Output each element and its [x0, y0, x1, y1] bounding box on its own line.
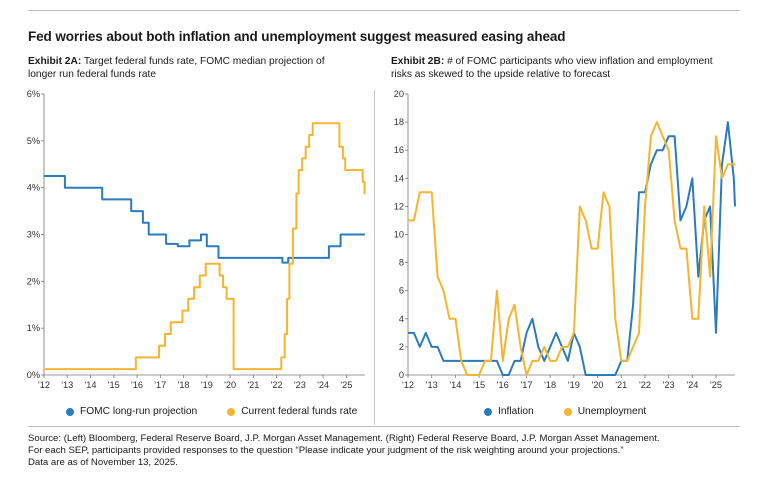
x-tick-label: '25	[710, 380, 722, 390]
exhibit-b-text: # of FOMC participants who view inflatio…	[391, 56, 713, 80]
legend-item-inflation: Inflation	[484, 406, 534, 417]
legend-left: FOMC long-run projection Current federal…	[66, 406, 387, 417]
y-tick-label: 12	[394, 201, 404, 211]
x-tick-label: '16	[497, 380, 509, 390]
exhibit-a-text: Target federal funds rate, FOMC median p…	[28, 56, 325, 80]
x-tick-label: '15	[473, 380, 485, 390]
x-tick-label: '22	[639, 380, 651, 390]
legend-swatch-long-run	[66, 407, 74, 416]
exhibit-a-label: Exhibit 2A:	[28, 56, 82, 67]
x-tick-label: '20	[224, 380, 236, 390]
bottom-rule	[28, 426, 740, 427]
x-tick-label: '12	[38, 380, 50, 390]
x-tick-label: '18	[544, 380, 556, 390]
panel-divider	[374, 90, 375, 425]
page-title: Fed worries about both inflation and une…	[28, 29, 566, 44]
x-tick-label: '14	[85, 380, 97, 390]
x-tick-label: '21	[247, 380, 259, 390]
y-tick-label: 2	[399, 342, 404, 352]
legend-item-fed-funds: Current federal funds rate	[227, 406, 357, 417]
x-tick-label: '22	[271, 380, 283, 390]
y-tick-label: 14	[394, 173, 404, 183]
y-tick-label: 0	[399, 370, 404, 380]
legend-swatch-fed-funds	[227, 407, 236, 416]
y-tick-label: 8	[399, 258, 404, 268]
legend-swatch-inflation	[484, 407, 492, 416]
x-tick-label: '20	[592, 380, 604, 390]
x-tick-label: '13	[61, 380, 73, 390]
source-line-2: For each SEP, participants provided resp…	[28, 445, 624, 457]
x-tick-label: '19	[568, 380, 580, 390]
x-tick-label: '14	[449, 380, 461, 390]
y-tick-label: 0%	[27, 370, 40, 380]
exhibit-b-subtitle: Exhibit 2B: # of FOMC participants who v…	[391, 56, 731, 81]
exhibit-a-subtitle: Exhibit 2A: Target federal funds rate, F…	[28, 56, 348, 81]
x-tick-label: '21	[615, 380, 627, 390]
exhibit-b-label: Exhibit 2B:	[391, 56, 445, 67]
x-tick-label: '15	[108, 380, 120, 390]
source-line-1: Source: (Left) Bloomberg, Federal Reserv…	[28, 433, 660, 444]
y-tick-label: 18	[394, 117, 404, 127]
y-tick-label: 4%	[27, 183, 40, 193]
legend-item-unemployment: Unemployment	[563, 406, 647, 417]
y-tick-label: 2%	[27, 276, 40, 286]
legend-label-fed-funds: Current federal funds rate	[241, 406, 358, 417]
y-tick-label: 16	[394, 145, 404, 155]
series-line-inflation	[408, 121, 736, 376]
series-line-current-federal-funds-rate	[44, 122, 366, 371]
x-tick-label: '23	[294, 380, 306, 390]
x-tick-label: '25	[340, 380, 352, 390]
legend-label-long-run: FOMC long-run projection	[80, 406, 198, 417]
top-rule	[28, 10, 740, 11]
x-tick-label: '16	[131, 380, 143, 390]
y-tick-label: 6	[399, 286, 404, 296]
y-tick-label: 6%	[27, 89, 40, 99]
x-tick-label: '24	[686, 380, 698, 390]
x-tick-label: '17	[520, 380, 532, 390]
y-tick-label: 4	[399, 314, 404, 324]
y-tick-label: 1%	[27, 323, 40, 333]
source-line-3: Data are as of November 13, 2025.	[28, 457, 178, 469]
legend-swatch-unemployment	[563, 407, 572, 416]
legend-label-unemployment: Unemployment	[577, 406, 647, 417]
x-tick-label: '18	[178, 380, 190, 390]
x-tick-label: '13	[426, 380, 438, 390]
legend-item-long-run: FOMC long-run projection	[66, 406, 197, 417]
x-tick-label: '17	[154, 380, 166, 390]
x-tick-label: '12	[402, 380, 414, 390]
y-tick-label: 3%	[27, 230, 40, 240]
legend-right: Inflation Unemployment	[484, 406, 676, 417]
x-tick-label: '24	[317, 380, 329, 390]
legend-label-inflation: Inflation	[498, 406, 534, 417]
series-line-unemployment	[408, 121, 735, 376]
source-note: Source: (Left) Bloomberg, Federal Reserv…	[28, 433, 743, 470]
y-tick-label: 5%	[27, 136, 40, 146]
y-tick-label: 10	[394, 230, 404, 240]
y-tick-label: 20	[394, 89, 404, 99]
series-line-fomc-long-run-projection	[44, 175, 365, 264]
x-tick-label: '23	[663, 380, 675, 390]
x-tick-label: '19	[201, 380, 213, 390]
